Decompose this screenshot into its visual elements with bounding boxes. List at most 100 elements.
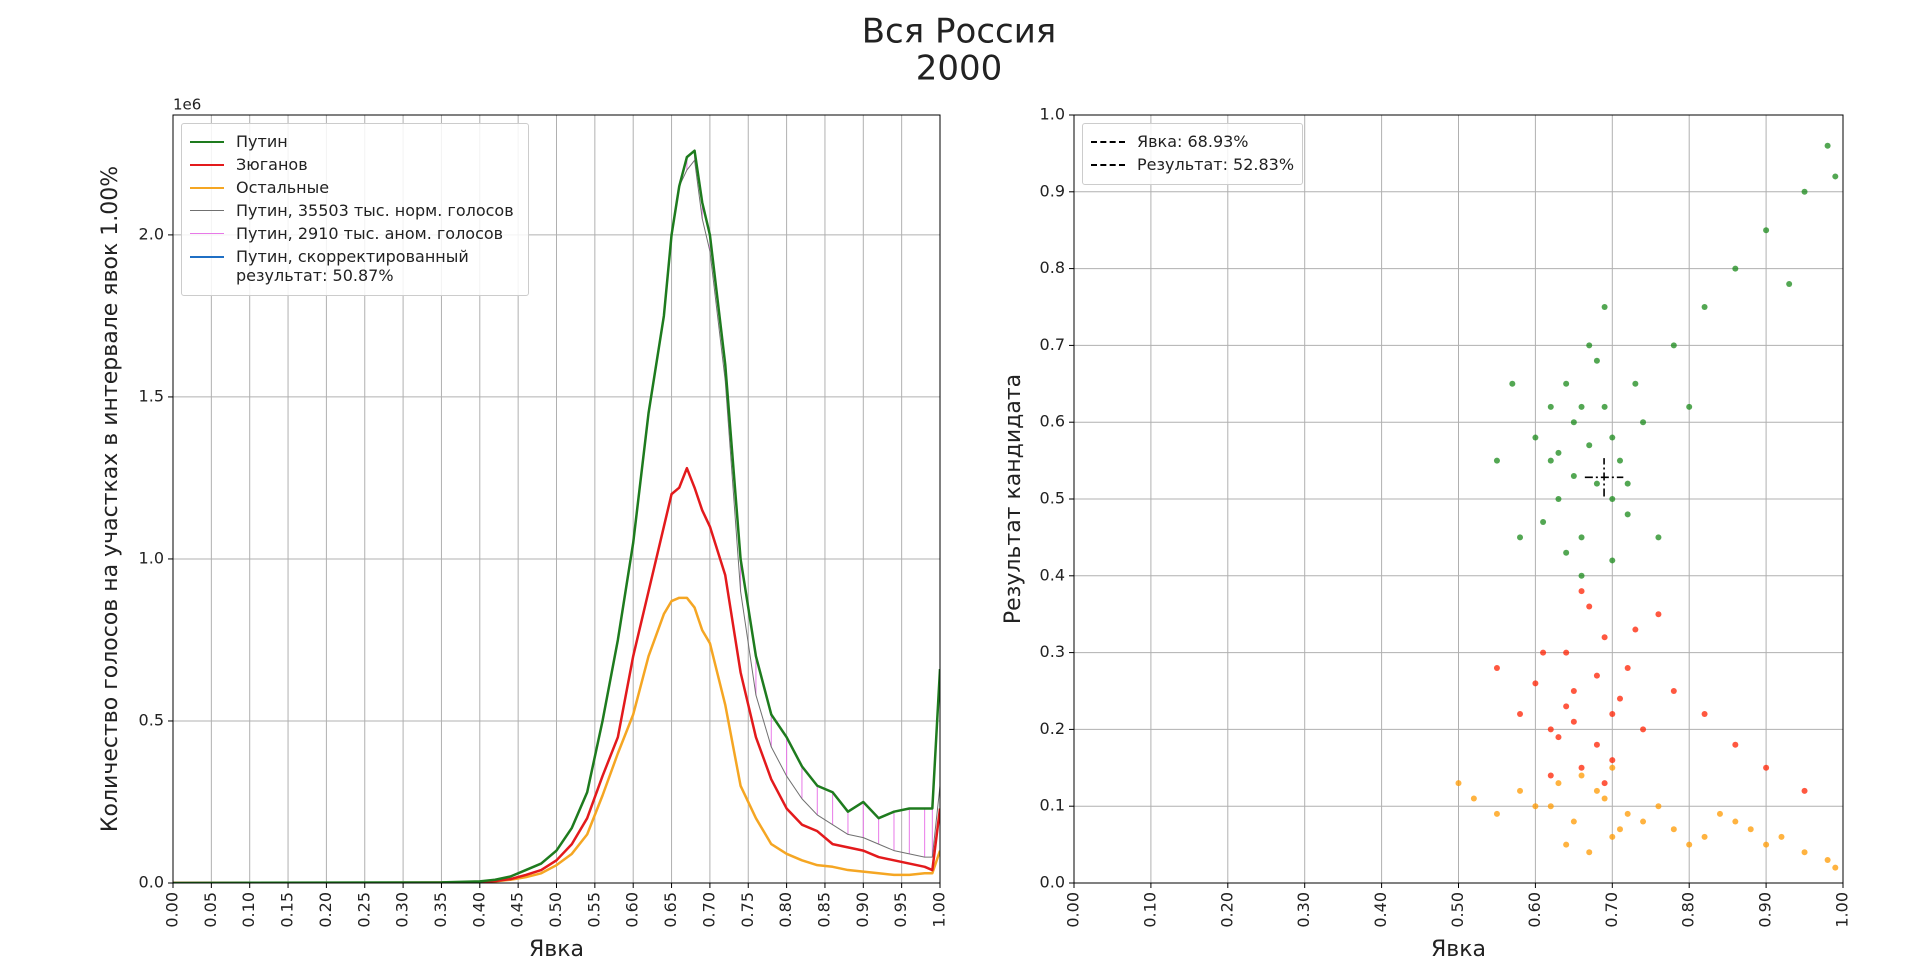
- x-tick-label: 0.50: [546, 892, 565, 928]
- scatter-point: [1747, 826, 1754, 833]
- legend-line: [190, 187, 224, 189]
- scatter-point: [1570, 818, 1577, 825]
- legend-label: Путин, 2910 тыс. аном. голосов: [236, 224, 504, 243]
- x-tick-label: 0.95: [891, 892, 910, 928]
- x-tick-label: 0.25: [354, 892, 373, 928]
- x-tick-label: 0.40: [469, 892, 488, 928]
- legend-entry: Путин: [190, 132, 520, 151]
- scatter-point: [1624, 480, 1631, 487]
- x-tick-label: 0.10: [1140, 892, 1159, 928]
- x-tick-label: 0.60: [623, 892, 642, 928]
- scatter-point: [1532, 803, 1539, 810]
- title-year: 2000: [916, 49, 1003, 89]
- scatter-point: [1586, 603, 1593, 610]
- scatter-point: [1616, 457, 1623, 464]
- scatter-point: [1532, 680, 1539, 687]
- scatter-point: [1578, 572, 1585, 579]
- scatter-point: [1832, 173, 1839, 180]
- x-tick-label: 0.30: [1294, 892, 1313, 928]
- scatter-point: [1547, 403, 1554, 410]
- x-tick-label: 0.75: [738, 892, 757, 928]
- scatter-point: [1570, 688, 1577, 694]
- legend-swatch: [190, 132, 224, 151]
- scatter-point: [1609, 833, 1616, 840]
- scatter-point: [1655, 611, 1662, 618]
- scatter-point: [1670, 688, 1677, 694]
- legend-label: Путин, скорректированный результат: 50.8…: [236, 247, 469, 285]
- x-tick-label: 0.35: [431, 892, 450, 928]
- scatter-point: [1578, 588, 1585, 595]
- title: Вся Россия: [862, 12, 1057, 52]
- scatter-point: [1609, 434, 1616, 441]
- x-tick-label: 0.30: [393, 892, 412, 928]
- legend-swatch: [190, 155, 224, 174]
- y-tick-label: 0.3: [1040, 642, 1065, 661]
- legend-label: Результат: 52.83%: [1137, 155, 1295, 174]
- legend-label: Путин, 35503 тыс. норм. голосов: [236, 201, 514, 220]
- scatter-point: [1655, 803, 1662, 810]
- scatter-point: [1632, 380, 1639, 387]
- scatter-point: [1601, 403, 1608, 410]
- x-tick-label: 0.90: [1756, 892, 1775, 928]
- legend-entry: Явка: 68.93%: [1091, 132, 1294, 151]
- series-line: [173, 596, 940, 883]
- scatter-point: [1540, 649, 1547, 656]
- scatter-point: [1586, 342, 1593, 349]
- x-tick-label: 0.10: [239, 892, 258, 928]
- legend-line: [190, 233, 224, 234]
- scatter-point: [1555, 734, 1562, 741]
- x-tick-label: 0.15: [278, 892, 297, 928]
- legend-entry: Путин, скорректированный результат: 50.8…: [190, 247, 520, 285]
- x-tick-label: 0.65: [661, 892, 680, 928]
- x-tick-label: 0.50: [1448, 892, 1467, 928]
- legend-line: [1091, 164, 1125, 166]
- scatter-point: [1570, 718, 1577, 725]
- scatter-point: [1563, 703, 1570, 710]
- legend-entry: Путин, 2910 тыс. аном. голосов: [190, 224, 520, 243]
- scatter-point: [1609, 711, 1616, 718]
- legend-swatch: [190, 201, 224, 220]
- scatter-point: [1832, 864, 1839, 871]
- scatter-point: [1609, 764, 1616, 771]
- legend-swatch: [190, 178, 224, 197]
- y-tick-label: 0.5: [139, 710, 164, 729]
- x-tick-label: 0.80: [1679, 892, 1698, 928]
- scatter-point: [1593, 357, 1600, 364]
- legend-line: [190, 256, 224, 258]
- x-tick-label: 0.00: [1064, 892, 1083, 928]
- scatter-point: [1578, 403, 1585, 410]
- series-line: [173, 149, 940, 883]
- scatter-point: [1470, 795, 1477, 802]
- scatter-point: [1624, 810, 1631, 817]
- x-tick-label: 0.20: [1217, 892, 1236, 928]
- y-tick-label: 0.5: [1040, 489, 1065, 508]
- scatter-point: [1586, 442, 1593, 449]
- x-tick-label: 0.55: [584, 892, 603, 928]
- legend-entry: Результат: 52.83%: [1091, 155, 1294, 174]
- scatter-point: [1701, 304, 1708, 310]
- y-tick-label: 0.2: [1040, 719, 1065, 738]
- scatter-point: [1609, 757, 1616, 764]
- scatter-point: [1624, 511, 1631, 518]
- scatter-point: [1632, 626, 1639, 633]
- scatter-point: [1640, 419, 1647, 426]
- scatter-point: [1763, 227, 1770, 234]
- scatter-point: [1616, 695, 1623, 702]
- scatter-point: [1547, 803, 1554, 810]
- x-tick-label: 1.00: [930, 892, 949, 928]
- x-tick-label: 0.60: [1525, 892, 1544, 928]
- scatter-point: [1547, 726, 1554, 733]
- axes: 0.00 0.10 0.20 0.30 0.40 0.50 0.60 0.70 0.80 0.90…: [1001, 105, 1852, 960]
- scatter-point: [1593, 787, 1600, 794]
- axes-frame: [1073, 114, 1844, 884]
- legend-entry: Путин, 35503 тыс. норм. голосов: [190, 201, 520, 220]
- legend-entry: Зюганов: [190, 155, 520, 174]
- scatter-point: [1578, 534, 1585, 541]
- x-axis-label: Явка: [529, 937, 584, 960]
- x-tick-label: 0.70: [1602, 892, 1621, 928]
- scatter-point: [1555, 780, 1562, 787]
- scatter-point: [1563, 380, 1570, 387]
- scatter-point: [1547, 772, 1554, 779]
- legend: Путин Зюганов Остальные Путин, 35503 тыс. н…: [181, 123, 529, 296]
